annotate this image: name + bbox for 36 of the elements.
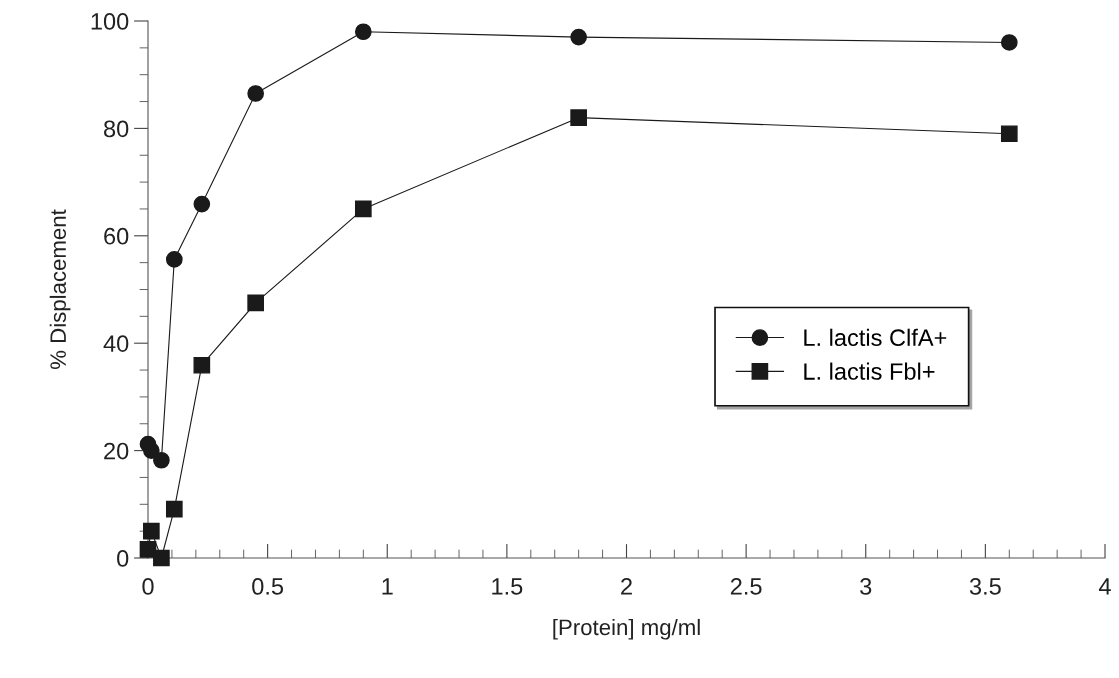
point (153, 451, 170, 469)
point (193, 195, 211, 213)
point (570, 109, 587, 126)
point (1000, 34, 1018, 51)
y-tick-label: 0 (117, 550, 129, 567)
x-tick-label: 1 (382, 578, 393, 595)
point (153, 549, 170, 567)
point (570, 28, 587, 46)
x-tick-label: 0 (142, 578, 154, 595)
y-tick-label: 80 (104, 120, 129, 138)
point (193, 356, 211, 374)
y-tick-label: 20 (104, 442, 129, 460)
x-tick-label: 1.5 (492, 578, 523, 595)
x-tick-label: 4 (1098, 578, 1111, 595)
legend-label: L. lactis Fbl+ (804, 362, 935, 380)
y-tick-label: 60 (104, 227, 129, 245)
point (354, 23, 372, 41)
x-tick-label: 2.5 (730, 578, 762, 595)
x-tick-label: 2 (621, 578, 632, 595)
point (247, 85, 264, 102)
legend-label: L. lactis ClfA+ (804, 328, 947, 347)
point (143, 522, 160, 540)
point (143, 442, 160, 459)
x-tick-label: 0.5 (252, 578, 284, 595)
point (165, 251, 183, 268)
point (354, 200, 372, 218)
point (139, 541, 157, 558)
x-tick-label: 3.5 (969, 578, 1001, 595)
y-tick-label: 40 (103, 335, 129, 352)
x-tick-label: 3 (860, 578, 872, 595)
y-axis-title: % Displacement (49, 209, 71, 369)
point (165, 500, 183, 518)
x-axis-title: [Protein] mg/ml (553, 618, 700, 640)
point (1000, 125, 1018, 143)
point (247, 294, 264, 312)
y-tick-label: 100 (91, 13, 129, 30)
